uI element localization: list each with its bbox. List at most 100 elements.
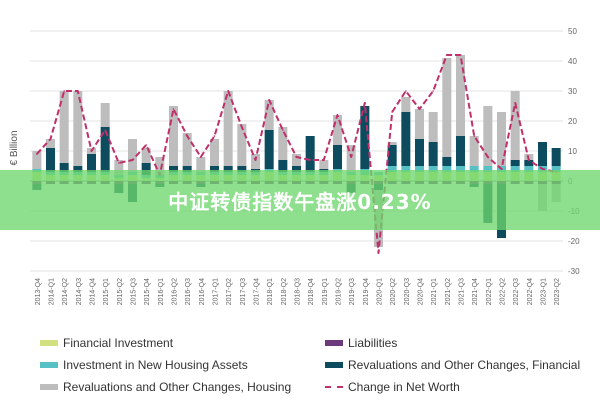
net-worth-point [254, 159, 257, 161]
x-tick-label: 2015-Q1 [103, 278, 110, 305]
net-worth-point [405, 90, 407, 92]
y-axis-label: € Billion [9, 130, 20, 165]
bar-revaluations-financial [278, 160, 288, 172]
bar-revaluations-housing [496, 112, 507, 166]
x-tick-label: 2014-Q2 [62, 278, 69, 305]
bar-revaluations-housing [100, 103, 110, 127]
bar-revaluations-financial [86, 154, 97, 172]
y-tick-label: 50 [568, 27, 577, 36]
bar-revaluations-financial [45, 148, 56, 172]
bar-revaluations-financial [537, 142, 548, 166]
bar-revaluations-financial [387, 145, 397, 166]
bar-revaluations-housing [141, 148, 151, 163]
bar-revaluations-housing [346, 145, 356, 172]
bar-revaluations-housing [59, 91, 69, 163]
bar-revaluations-housing [168, 106, 179, 166]
y-tick-label: 10 [568, 147, 577, 156]
bar-revaluations-housing [114, 160, 124, 175]
bar-revaluations-financial [332, 145, 343, 169]
legend-label: Liabilities [348, 336, 398, 350]
bar-revaluations-housing [428, 112, 438, 142]
legend-swatch-revaluations-housing [40, 384, 58, 390]
bar-revaluations-housing [387, 142, 397, 145]
net-worth-point [145, 144, 147, 146]
bar-new-housing [469, 166, 479, 172]
x-tick-label: 2017-Q1 [213, 278, 220, 305]
x-tick-label: 2016-Q1 [158, 278, 165, 305]
x-tick-label: 2014-Q4 [90, 278, 97, 305]
x-tick-label: 2014-Q3 [76, 278, 83, 305]
x-tick-label: 2022-Q3 [513, 278, 520, 305]
bar-revaluations-housing [278, 127, 288, 160]
x-tick-label: 2020-Q1 [377, 278, 384, 305]
bar-revaluations-financial [100, 127, 110, 172]
bar-revaluations-housing [291, 154, 302, 166]
bar-revaluations-financial [209, 166, 220, 172]
bar-revaluations-housing [155, 157, 165, 175]
gridlines [30, 30, 563, 272]
net-worth-point [213, 135, 216, 137]
bar-revaluations-housing [209, 139, 220, 166]
bar-new-housing [387, 166, 397, 172]
net-worth-point [336, 114, 339, 116]
bar-revaluations-financial [524, 160, 534, 166]
x-tick-label: 2020-Q4 [418, 278, 425, 305]
x-tick-label: 2022-Q1 [486, 278, 493, 305]
bar-revaluations-financial [264, 130, 274, 169]
bar-new-housing [428, 166, 438, 172]
bar-revaluations-housing [469, 136, 479, 166]
bar-revaluations-housing [442, 58, 452, 157]
bar-revaluations-financial [223, 166, 233, 172]
x-tick-label: 2014-Q1 [49, 278, 56, 305]
net-worth-point [432, 90, 434, 92]
bar-revaluations-financial [291, 166, 302, 172]
legend-item-liabilities: Liabilities [325, 334, 600, 352]
x-tick-label: 2018-Q1 [267, 278, 274, 305]
bar-revaluations-financial [401, 112, 411, 166]
legend-label: Revaluations and Other Changes, Housing [63, 380, 292, 394]
net-worth-point [541, 168, 544, 170]
net-worth-point [487, 156, 489, 158]
legend-swatch-liabilities [325, 340, 343, 346]
overlay-banner: 中证转债指数午盘涨0.23% [0, 170, 600, 230]
x-tick-label: 2013-Q4 [35, 278, 42, 305]
bar-revaluations-housing [45, 139, 56, 148]
y-tick-label: -20 [568, 237, 580, 246]
net-worth-point [528, 159, 530, 161]
x-tick-label: 2015-Q2 [117, 278, 124, 305]
bar-new-housing [442, 166, 452, 172]
net-worth-point [186, 135, 188, 137]
bar-revaluations-housing [196, 157, 206, 172]
x-tick-label: 2021-Q2 [445, 278, 452, 305]
x-tick-label: 2023-Q2 [554, 278, 561, 305]
bar-revaluations-financial [551, 148, 561, 166]
x-tick-label: 2019-Q2 [336, 278, 343, 305]
bar-new-housing [401, 166, 411, 172]
y-tick-label: -30 [568, 267, 580, 276]
bar-revaluations-housing [455, 55, 466, 136]
net-worth-point [104, 129, 106, 131]
net-worth-point [295, 156, 298, 158]
bar-revaluations-financial [305, 136, 315, 172]
bar-revaluations-housing [483, 106, 493, 166]
x-tick-label: 2017-Q2 [226, 278, 233, 305]
x-tick-label: 2022-Q2 [500, 278, 507, 305]
net-worth-point [500, 168, 503, 170]
bar-revaluations-housing [510, 91, 520, 160]
net-worth-point [391, 111, 393, 113]
net-worth-point [309, 159, 311, 161]
legend-item-financial-investment: Financial Investment [40, 334, 325, 352]
x-tick-label: 2020-Q3 [404, 278, 411, 305]
bar-revaluations-financial [455, 136, 466, 166]
net-worth-point [77, 90, 79, 92]
y-tick-label: 20 [568, 117, 577, 126]
legend-label: Revaluations and Other Changes, Financia… [348, 358, 581, 372]
bar-revaluations-financial [141, 163, 151, 175]
bar-new-housing [510, 166, 520, 172]
bar-revaluations-financial [73, 166, 83, 172]
x-tick-label: 2021-Q3 [459, 278, 466, 305]
bar-revaluations-financial [168, 166, 179, 172]
y-tick-label: 40 [568, 57, 577, 66]
net-worth-point [459, 54, 462, 56]
x-tick-label: 2020-Q2 [390, 278, 397, 305]
